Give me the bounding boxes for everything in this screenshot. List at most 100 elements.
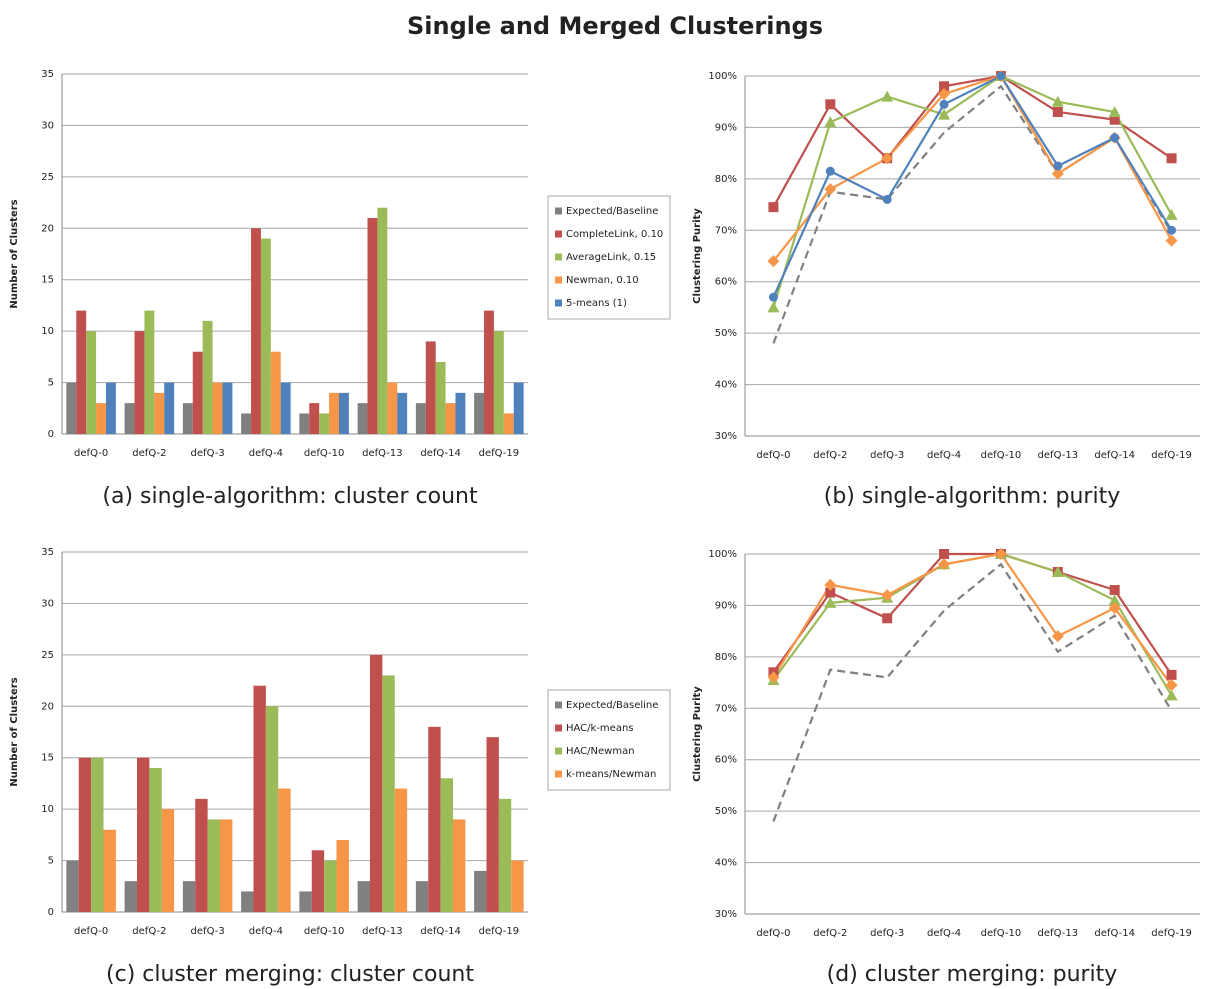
bar [435,362,446,434]
bar [278,788,291,912]
bar [474,870,487,912]
y-tick-label: 0 [48,429,54,440]
bar [212,382,223,434]
bar [394,788,408,912]
marker [939,549,950,559]
x-tick-label: defQ-0 [74,926,108,937]
y-tick-label: 70% [715,225,737,236]
bar [260,238,271,434]
x-tick-label: defQ-14 [420,926,461,937]
y-axis-label: Number of Clusters [9,199,20,308]
y-tick-label: 60% [715,277,737,288]
bar [453,819,466,912]
marker [1051,167,1064,180]
legend-label: HAC/Newman [566,746,635,757]
bar [484,310,494,434]
x-tick-label: defQ-4 [249,448,283,459]
marker [1108,602,1121,614]
legend-swatch [555,299,562,307]
bar [474,392,485,434]
bar [336,840,349,912]
marker [882,194,892,204]
y-tick-label: 100% [708,71,737,82]
y-tick-label: 20 [41,223,54,234]
x-tick-label: defQ-0 [756,928,790,939]
y-tick-label: 60% [715,755,737,766]
legend-swatch [555,701,562,709]
bar [299,891,312,912]
bar [136,757,150,912]
marker [824,596,837,608]
y-tick-label: 25 [41,650,54,661]
bar [222,382,233,434]
bar [455,392,466,434]
marker [1165,679,1178,692]
marker [1108,106,1121,117]
y-tick-label: 70% [715,703,737,714]
bar [329,392,339,434]
bar [415,881,429,912]
marker [1109,114,1120,125]
y-tick-label: 35 [41,69,54,80]
bar [511,860,524,912]
marker [1052,107,1063,117]
bar [144,310,155,434]
bar [445,403,456,434]
bar [357,403,368,434]
bar [78,757,92,912]
marker [1051,566,1064,577]
legend-label: Expected/Baseline [566,700,658,711]
bar [397,392,408,434]
bar [309,403,320,434]
bar [425,341,436,434]
marker [824,183,837,196]
marker [1109,585,1120,595]
x-tick-label: defQ-3 [191,448,225,459]
bar [440,778,454,912]
legend-swatch [555,747,562,755]
marker [1108,594,1121,606]
bar [428,726,441,912]
marker [1165,234,1178,247]
y-tick-label: 90% [715,122,737,133]
bar [415,403,426,434]
bar [265,706,279,912]
bar [182,881,196,912]
marker [938,88,951,100]
y-tick-label: 30 [41,598,54,609]
caption: (c) cluster merging: cluster count [106,962,474,987]
legend-swatch [555,276,562,284]
y-tick-label: 0 [48,907,54,918]
bar [270,351,281,434]
x-tick-label: defQ-3 [870,450,904,461]
bar [486,737,499,912]
bar [149,768,162,912]
legend-label: 5-means (1) [566,298,627,309]
bar [192,351,203,434]
marker [939,81,950,92]
bar [241,413,252,434]
bar [161,809,175,912]
bar [154,392,165,434]
x-tick-label: defQ-2 [813,928,847,939]
y-tick-label: 90% [715,600,737,611]
x-tick-label: defQ-14 [420,448,461,459]
x-tick-label: defQ-13 [362,926,403,937]
bar [124,881,137,912]
marker [881,589,894,602]
legend-swatch [555,253,562,261]
marker [824,116,837,128]
bar [513,382,524,434]
x-tick-label: defQ-10 [304,926,345,937]
x-tick-label: defQ-19 [479,926,520,937]
bar [367,218,378,434]
marker [1167,225,1177,235]
y-tick-label: 30% [715,431,737,442]
legend-swatch [555,724,562,732]
y-tick-label: 10 [41,804,54,815]
x-tick-label: defQ-4 [927,928,961,939]
x-tick-label: defQ-0 [756,450,790,461]
caption: (a) single-algorithm: cluster count [102,484,478,509]
bar [91,757,104,912]
x-tick-label: defQ-2 [132,926,166,937]
